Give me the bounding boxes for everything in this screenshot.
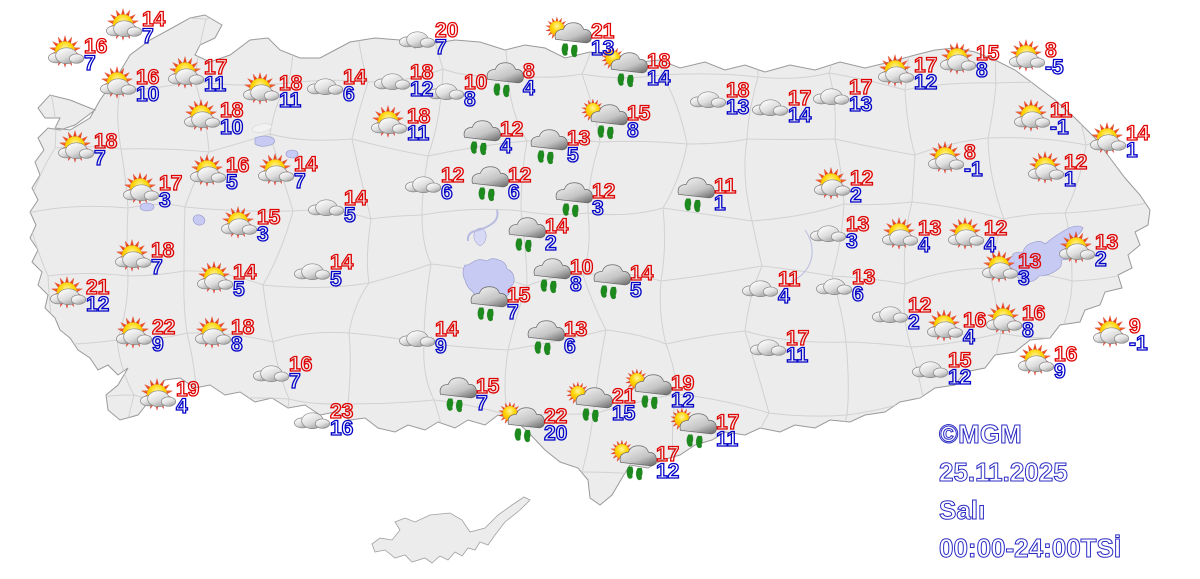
svg-text:11: 11: [786, 344, 809, 367]
svg-text:Salı: Salı: [939, 495, 985, 525]
svg-text:7: 7: [294, 170, 306, 193]
svg-text:2: 2: [545, 232, 557, 255]
svg-text:6: 6: [508, 181, 520, 204]
svg-text:5: 5: [233, 278, 245, 301]
svg-text:6: 6: [564, 335, 576, 358]
svg-text:12: 12: [86, 293, 109, 316]
svg-text:16: 16: [330, 417, 353, 440]
svg-text:12: 12: [656, 460, 679, 483]
svg-text:14: 14: [788, 104, 812, 127]
svg-text:7: 7: [142, 25, 154, 48]
svg-text:12: 12: [671, 389, 694, 412]
svg-text:13: 13: [726, 96, 749, 119]
svg-text:8: 8: [570, 273, 582, 296]
svg-text:12: 12: [948, 366, 971, 389]
svg-text:8: 8: [231, 333, 243, 356]
svg-text:14: 14: [647, 67, 671, 90]
svg-text:-1: -1: [964, 158, 983, 181]
svg-text:7: 7: [151, 256, 163, 279]
svg-text:©MGM: ©MGM: [939, 419, 1022, 449]
svg-text:5: 5: [330, 268, 342, 291]
svg-text:11: 11: [407, 122, 430, 145]
svg-text:8: 8: [976, 59, 988, 82]
svg-text:11: 11: [204, 73, 227, 96]
svg-text:4: 4: [778, 285, 790, 308]
svg-text:2: 2: [850, 184, 862, 207]
svg-text:20: 20: [544, 422, 567, 445]
svg-text:15: 15: [612, 402, 636, 425]
svg-text:4: 4: [963, 326, 975, 349]
svg-text:2: 2: [1095, 248, 1107, 271]
svg-text:-5: -5: [1045, 56, 1064, 79]
svg-text:4: 4: [176, 395, 188, 418]
svg-text:-1: -1: [1050, 116, 1069, 139]
svg-text:6: 6: [441, 181, 453, 204]
svg-text:00:00-24:00TSİ: 00:00-24:00TSİ: [939, 533, 1121, 563]
svg-text:10: 10: [136, 83, 159, 106]
svg-text:25.11.2025: 25.11.2025: [939, 457, 1068, 487]
svg-text:13: 13: [849, 93, 872, 116]
svg-text:9: 9: [1054, 360, 1066, 383]
svg-text:11: 11: [279, 89, 302, 112]
svg-text:-1: -1: [1129, 332, 1148, 355]
svg-text:8: 8: [1022, 319, 1034, 342]
svg-text:4: 4: [500, 135, 512, 158]
svg-text:6: 6: [852, 283, 864, 306]
svg-text:7: 7: [507, 301, 519, 324]
svg-text:7: 7: [84, 52, 96, 75]
svg-text:8: 8: [627, 119, 639, 142]
svg-text:10: 10: [220, 116, 243, 139]
svg-text:7: 7: [476, 392, 488, 415]
svg-text:3: 3: [159, 189, 171, 212]
svg-text:9: 9: [435, 335, 447, 358]
svg-text:4: 4: [984, 234, 996, 257]
svg-text:7: 7: [435, 36, 447, 59]
svg-text:4: 4: [918, 234, 930, 257]
svg-text:3: 3: [257, 223, 269, 246]
svg-text:5: 5: [344, 204, 356, 227]
svg-text:5: 5: [226, 171, 238, 194]
svg-text:3: 3: [592, 197, 604, 220]
svg-text:3: 3: [846, 230, 858, 253]
svg-text:8: 8: [464, 88, 476, 111]
svg-text:1: 1: [714, 192, 726, 215]
svg-text:2: 2: [908, 311, 920, 334]
svg-text:4: 4: [523, 77, 535, 100]
svg-text:12: 12: [410, 78, 433, 101]
svg-text:5: 5: [630, 279, 642, 302]
svg-text:13: 13: [591, 37, 614, 60]
svg-text:5: 5: [567, 144, 579, 167]
svg-text:6: 6: [343, 83, 355, 106]
svg-text:11: 11: [716, 428, 739, 451]
svg-text:7: 7: [94, 147, 106, 170]
svg-text:9: 9: [152, 333, 164, 356]
svg-text:1: 1: [1126, 139, 1138, 162]
svg-text:3: 3: [1018, 267, 1030, 290]
svg-text:12: 12: [914, 71, 937, 94]
svg-text:1: 1: [1064, 168, 1076, 191]
svg-text:7: 7: [289, 370, 301, 393]
